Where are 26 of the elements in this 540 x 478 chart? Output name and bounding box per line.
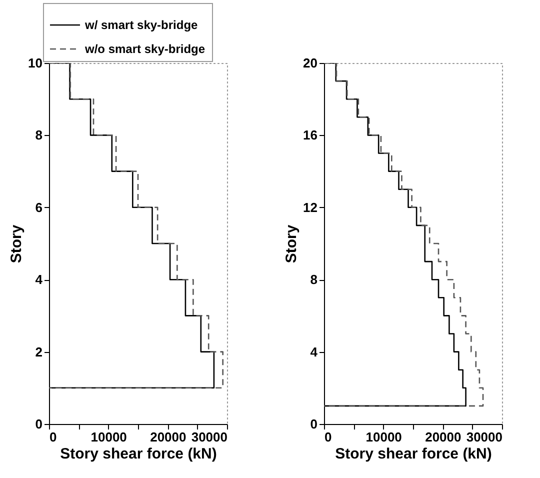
y-axis-title: Story: [8, 224, 26, 264]
legend-label: w/ smart sky-bridge: [84, 18, 198, 32]
y-tick-label: 10: [28, 56, 42, 70]
y-tick-label: 8: [310, 272, 318, 288]
x-tick-label: 0: [324, 430, 332, 444]
y-tick-label: 8: [35, 128, 42, 143]
x-tick-label: 0: [50, 430, 57, 444]
x-axis-title: Story shear force (kN): [335, 446, 492, 462]
legend-label: w/o smart sky-bridge: [84, 42, 206, 56]
y-tick-label: 4: [35, 272, 44, 288]
x-axis-title: Story shear force (kN): [60, 446, 217, 462]
y-tick-label: 0: [310, 416, 318, 432]
y-tick-label: 20: [303, 56, 318, 70]
x-tick-label: 30000: [466, 430, 502, 444]
x-tick-label: 30000: [191, 430, 228, 444]
y-tick-label: 16: [303, 128, 318, 143]
y-axis-title: Story: [283, 224, 300, 264]
y-tick-label: 4: [310, 344, 318, 360]
x-tick-label: 10000: [90, 430, 127, 444]
y-tick-label: 2: [35, 344, 42, 360]
y-tick-label: 12: [303, 200, 318, 215]
x-tick-label: 10000: [366, 430, 402, 444]
y-tick-label: 0: [35, 416, 42, 432]
x-tick-label: 20000: [425, 430, 462, 444]
y-tick-label: 6: [35, 200, 42, 215]
x-tick-label: 20000: [150, 430, 186, 444]
